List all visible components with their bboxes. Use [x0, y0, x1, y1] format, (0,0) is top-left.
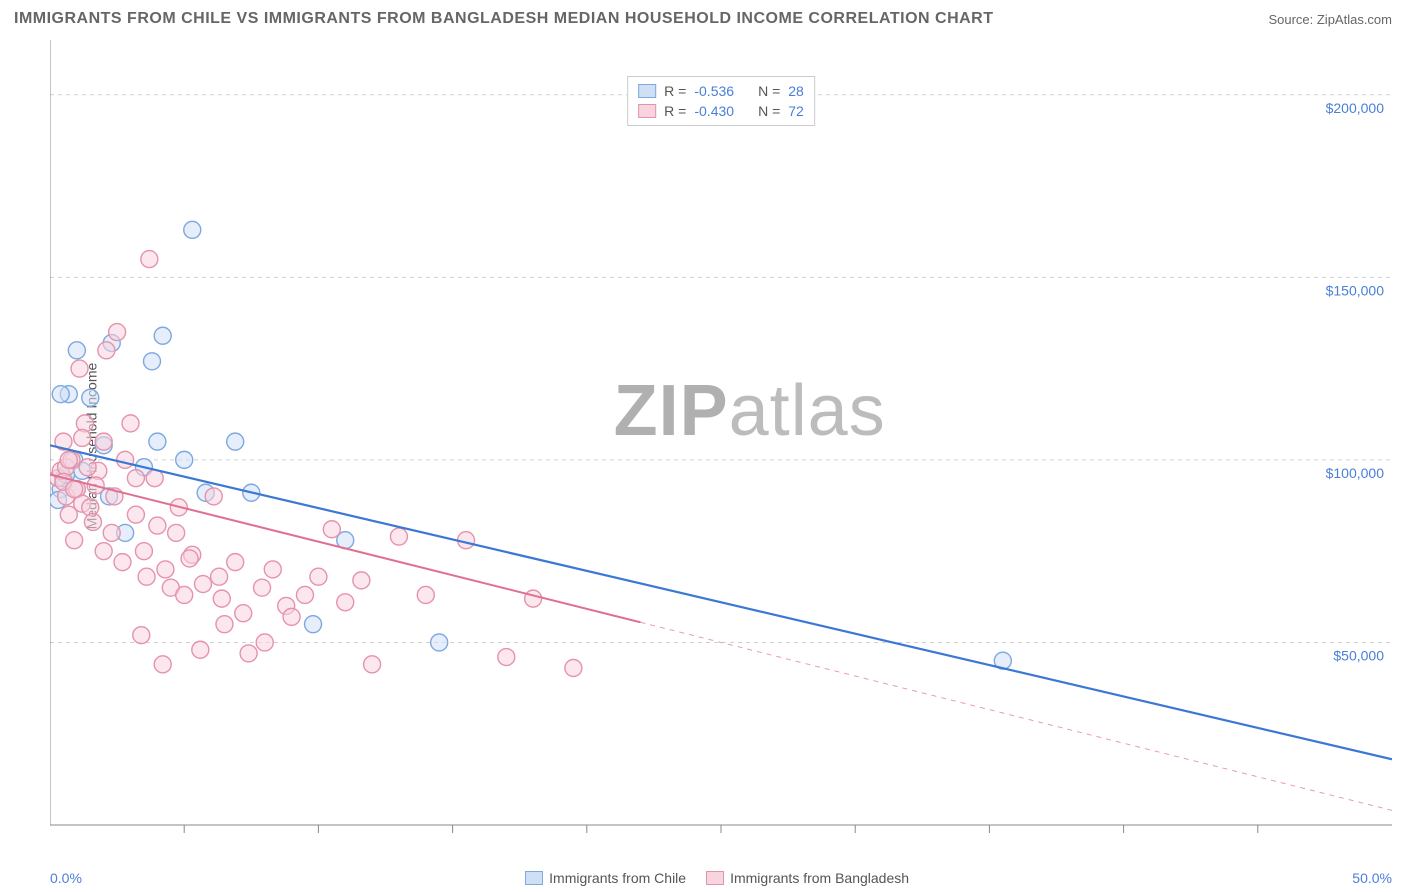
n-value: 72	[788, 101, 804, 121]
series-legend: Immigrants from Chile Immigrants from Ban…	[525, 870, 909, 886]
header: IMMIGRANTS FROM CHILE VS IMMIGRANTS FROM…	[14, 10, 1392, 28]
legend-item: Immigrants from Bangladesh	[706, 870, 909, 886]
legend-swatch	[525, 871, 543, 885]
legend-swatch	[706, 871, 724, 885]
stats-row: R = -0.430 N = 72	[638, 101, 804, 121]
x-axis-min-label: 0.0%	[50, 870, 82, 886]
svg-text:$50,000: $50,000	[1333, 647, 1384, 663]
x-axis-max-label: 50.0%	[1352, 870, 1392, 886]
legend-swatch	[638, 104, 656, 118]
n-label: N =	[758, 101, 780, 121]
r-value: -0.536	[694, 81, 734, 101]
svg-text:$150,000: $150,000	[1326, 282, 1385, 298]
legend-label: Immigrants from Bangladesh	[730, 870, 909, 886]
svg-text:$100,000: $100,000	[1326, 465, 1385, 481]
legend-swatch	[638, 84, 656, 98]
source-prefix: Source:	[1268, 12, 1316, 27]
legend-label: Immigrants from Chile	[549, 870, 686, 886]
bottom-legend-bar: 0.0% Immigrants from ChileImmigrants fro…	[50, 870, 1392, 886]
n-label: N =	[758, 81, 780, 101]
r-value: -0.430	[694, 101, 734, 121]
source-credit: Source: ZipAtlas.com	[1268, 12, 1392, 27]
r-label: R =	[664, 101, 686, 121]
stats-row: R = -0.536 N = 28	[638, 81, 804, 101]
source-link[interactable]: ZipAtlas.com	[1317, 12, 1392, 27]
stats-legend: R = -0.536 N = 28 R = -0.430 N = 72	[627, 76, 815, 126]
chart-title: IMMIGRANTS FROM CHILE VS IMMIGRANTS FROM…	[14, 10, 994, 28]
r-label: R =	[664, 81, 686, 101]
svg-text:$200,000: $200,000	[1326, 100, 1385, 116]
n-value: 28	[788, 81, 804, 101]
legend-item: Immigrants from Chile	[525, 870, 686, 886]
scatter-chart: $50,000 $100,000 $150,000 $200,000	[50, 40, 1392, 842]
chart-area: $50,000$100,000$150,000$200,000 ZIPatlas…	[50, 40, 1392, 842]
